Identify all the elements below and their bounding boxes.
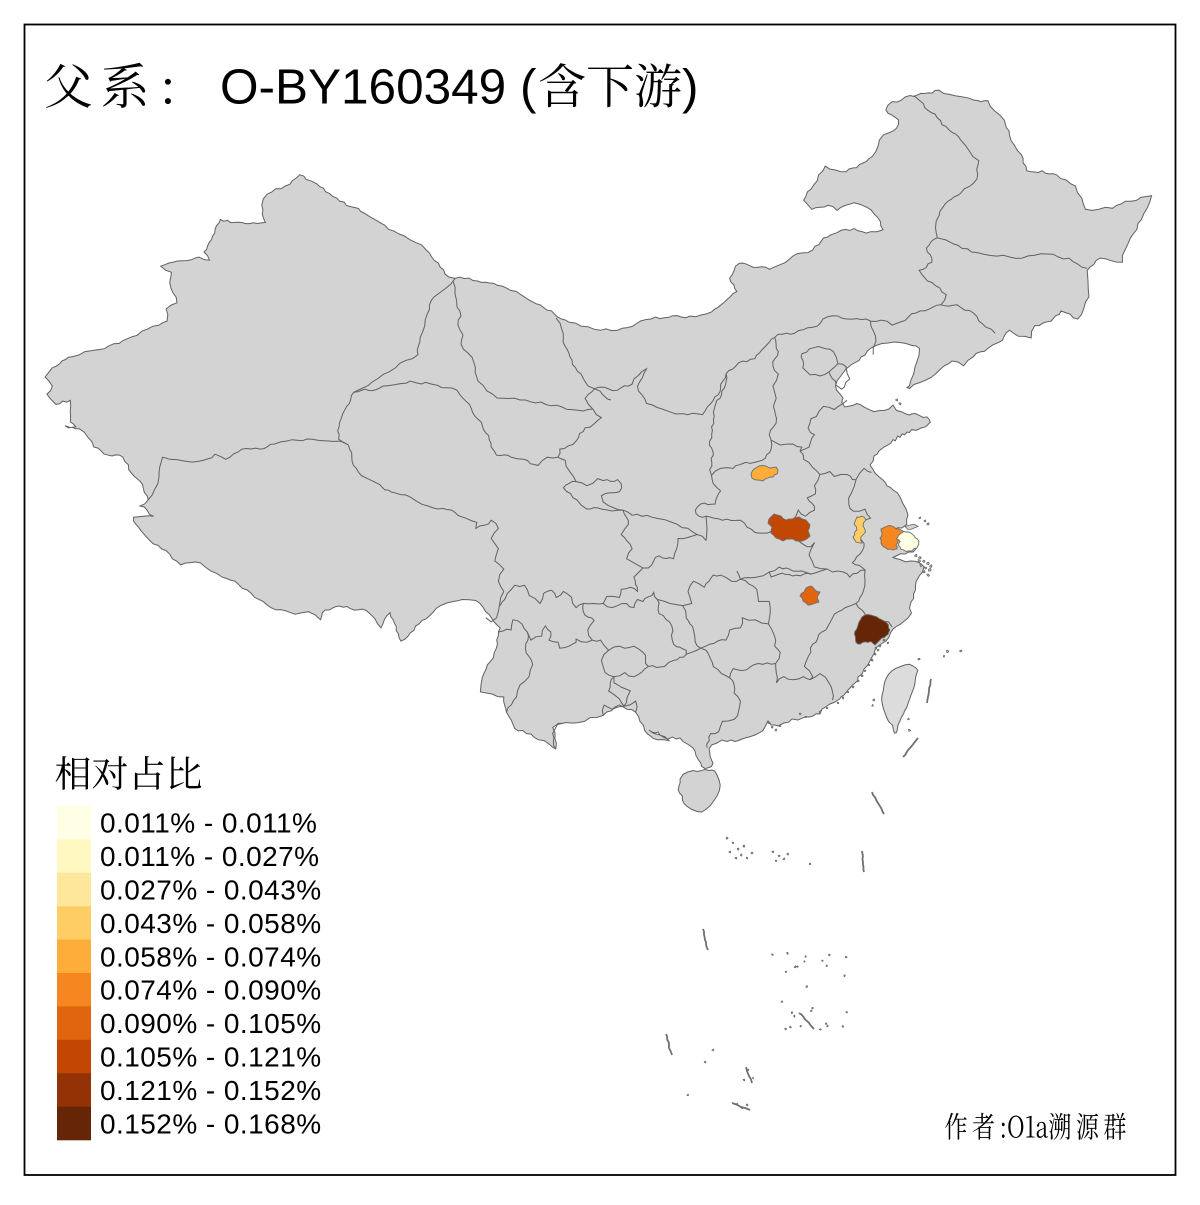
svg-text:0.121% - 0.152%: 0.121% - 0.152% — [100, 1075, 322, 1106]
svg-text:0.090% - 0.105%: 0.090% - 0.105% — [100, 1008, 322, 1039]
svg-text:0.043% - 0.058%: 0.043% - 0.058% — [100, 908, 322, 939]
svg-text:0.027% - 0.043%: 0.027% - 0.043% — [100, 875, 322, 906]
svg-text:O-BY160349 (: O-BY160349 ( — [220, 60, 537, 115]
svg-text:0.011% - 0.011%: 0.011% - 0.011% — [100, 808, 317, 839]
svg-text:0.058% - 0.074%: 0.058% - 0.074% — [100, 941, 322, 972]
svg-text:): ) — [682, 60, 698, 115]
svg-text:0.011% - 0.027%: 0.011% - 0.027% — [100, 841, 319, 872]
svg-text:0.152% - 0.168%: 0.152% - 0.168% — [100, 1108, 322, 1139]
svg-text:0.105% - 0.121%: 0.105% - 0.121% — [100, 1042, 322, 1073]
svg-text:0.074% - 0.090%: 0.074% - 0.090% — [100, 975, 322, 1006]
